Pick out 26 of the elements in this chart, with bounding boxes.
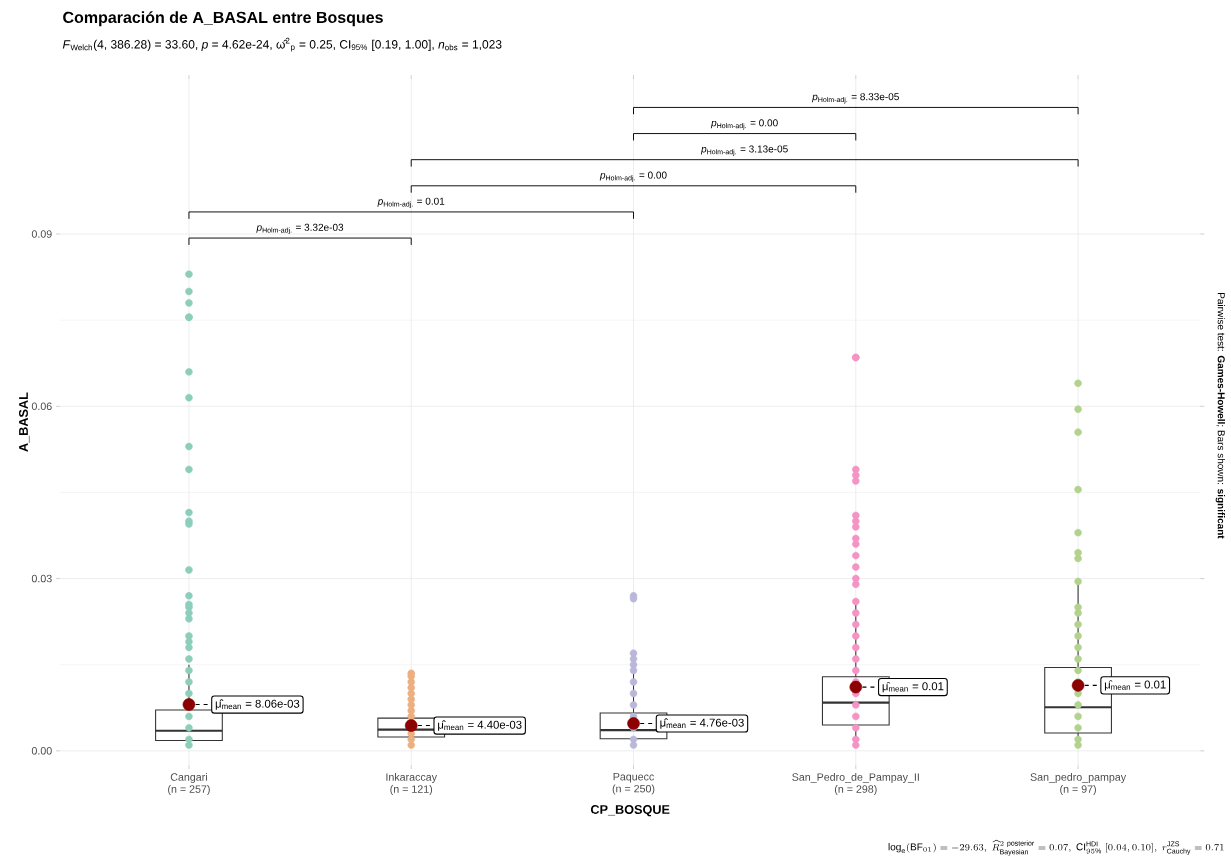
y-tick-label: 0.00 (31, 746, 52, 755)
text: $\mathrm{log}_{\mathrm{e}}(\mathrm{BF}_{01}) = -29.63,\ \widehat{R}^{2\ \mathrm{posterior}}_{\mathrm{Bayesian}} = 0.07,\ \mathrm{CI}^{\mathrm{HDI}}_{95\%}\ [0.04, 0.10],\ r^{\mathrm{JZS}}_{\mathrm{Cauchy}} = 0.71$ (888, 839, 1224, 856)
text: F$_{Welch}$(4, 386.28) = 33.60, p = 4.62e-24, ω̂$^{2}$$_{p}$ = 0.25, CI$_{95%}$ [0.19, 1.00], n$_{obs}$ = 1,023 (62, 37, 502, 52)
y-tick-label: 0.09 (31, 230, 52, 238)
y-tick-label: 0.03 (31, 574, 52, 583)
data-label: μ̂$_{mean}$ = 4.40e-03 (438, 720, 522, 731)
x-axis-title: CP_BOSQUE (590, 804, 670, 817)
data-label: μ̂$_{mean}$ = 0.01 (882, 681, 944, 693)
annotation: p$_{Holm-adj.}$ = 0.00 (599, 171, 667, 182)
data-label: μ̂$_{mean}$ = 4.76e-03 (660, 718, 744, 729)
annotation: p$_{Holm-adj.}$ = 8.33e-05 (812, 93, 899, 104)
x-tick-label: Cangari (n = 257) (168, 772, 210, 795)
chart-title: Comparación de A_BASAL entre Bosques (63, 11, 383, 27)
x-tick-label: Inkaraccay (n = 121) (386, 772, 437, 795)
data-label: μ̂$_{mean}$ = 8.06e-03 (215, 699, 300, 710)
y-axis-title: A_BASAL (18, 392, 30, 452)
annotation: p$_{Holm-adj.}$ = 0.01 (377, 197, 445, 208)
x-tick-label: San_Pedro_de_Pampay_II (n = 298) (792, 772, 919, 795)
annotation: p$_{Holm-adj.}$ = 3.32e-03 (256, 223, 344, 234)
x-tick-label: San_pedro_pampay (n = 97) (1030, 772, 1127, 795)
x-tick-label: Paquecc (n = 250) (612, 772, 655, 795)
annotation: p$_{Holm-adj.}$ = 0.00 (710, 119, 778, 130)
data-label: μ̂$_{mean}$ = 0.01 (1104, 680, 1166, 691)
text: Pairwise test: Games-Howell; Bars shown: significant (1215, 292, 1226, 539)
y-tick-label: 0.06 (31, 402, 52, 410)
annotation: p$_{Holm-adj.}$ = 3.13e-05 (700, 145, 788, 156)
